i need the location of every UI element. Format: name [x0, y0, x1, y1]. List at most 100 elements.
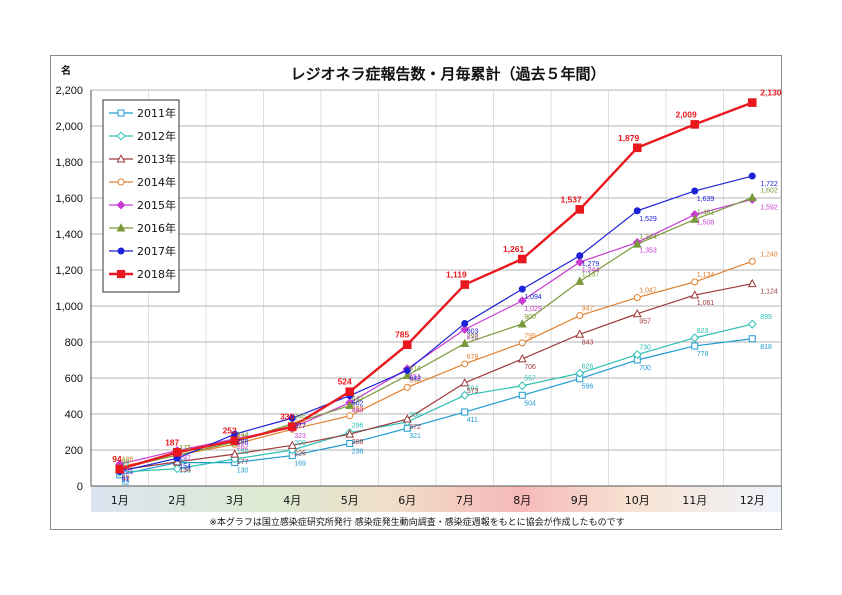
data-point [748, 172, 756, 180]
data-label: 870 [467, 334, 479, 341]
data-label: 1,722 [760, 181, 778, 188]
data-point [403, 366, 411, 374]
data-point [518, 285, 526, 293]
data-point [691, 187, 699, 195]
data-point [748, 257, 756, 265]
data-point [117, 109, 125, 117]
data-point [288, 414, 296, 422]
data-point [632, 308, 642, 318]
data-label: 792 [467, 333, 479, 340]
data-point [116, 131, 126, 141]
data-label: 96 [179, 459, 187, 466]
data-point [747, 278, 757, 288]
data-label: 823 [697, 328, 709, 335]
data-point [346, 412, 354, 420]
data-label: 1,094 [524, 294, 542, 301]
data-point [633, 294, 641, 302]
data-label: 108 [122, 457, 134, 464]
data-label: 226 [294, 450, 306, 457]
data-point [632, 239, 642, 248]
data-point [518, 391, 526, 399]
data-point [691, 278, 699, 286]
data-label: 94 [112, 454, 122, 464]
y-tick-label: 400 [65, 409, 83, 421]
data-point [747, 192, 757, 202]
data-point [632, 350, 642, 360]
data-label: 89 [122, 475, 130, 482]
data-point [115, 464, 125, 474]
series-line [119, 283, 753, 471]
data-label: 172 [179, 445, 191, 452]
data-label: 1,353 [639, 247, 657, 254]
data-point [747, 319, 757, 329]
data-label: 121 [122, 469, 134, 476]
data-label: 1,481 [697, 209, 715, 216]
data-label: 557 [524, 376, 536, 383]
data-label: 262 [237, 444, 249, 451]
data-point [518, 339, 526, 347]
data-label: 134 [179, 467, 191, 474]
legend-entry: 2014年 [109, 175, 176, 189]
legend-entry: 2012年 [109, 129, 176, 143]
data-label: 1,137 [582, 271, 600, 278]
data-point [576, 252, 584, 260]
legend-label: 2018年 [137, 267, 176, 281]
data-label: 614 [409, 365, 421, 372]
legend-entry: 2015年 [109, 198, 176, 212]
data-label: 1,879 [618, 133, 640, 143]
data-point [691, 342, 699, 350]
data-label: 200 [294, 440, 306, 447]
y-tick-label: 2,200 [55, 85, 83, 97]
data-label: 1,134 [697, 272, 715, 279]
data-point [460, 338, 470, 347]
x-tick-label: 7月 [456, 494, 474, 507]
data-label: 98 [122, 458, 130, 465]
data-point [345, 387, 355, 396]
data-label: 390 [352, 406, 364, 413]
data-label: 1,061 [697, 300, 715, 307]
data-label: 377 [294, 423, 306, 430]
data-label: 1,344 [639, 234, 657, 241]
series-line [119, 323, 753, 473]
data-point [287, 422, 297, 431]
data-point [402, 370, 412, 379]
legend-label: 2011年 [137, 106, 176, 120]
data-point [575, 205, 585, 214]
month-band [91, 486, 781, 512]
series-line [119, 197, 753, 469]
data-label: 62 [122, 480, 130, 487]
data-point [117, 178, 125, 186]
legend-entry: 2016年 [109, 221, 176, 235]
data-label: 81 [122, 476, 130, 483]
data-label: 236 [352, 449, 364, 456]
data-label: 1,602 [760, 188, 778, 195]
x-tick-label: 11月 [682, 494, 707, 507]
legend-label: 2016年 [137, 221, 176, 235]
data-label: 778 [697, 351, 709, 358]
data-label: 77 [122, 462, 130, 469]
data-label: 321 [409, 433, 421, 440]
x-tick-label: 4月 [283, 494, 301, 507]
axes: 0 200 400 600 800 1,000 1,200 1,400 1,600 1,800 2,… [55, 85, 781, 507]
data-point [345, 429, 355, 438]
data-label: 232 [237, 434, 249, 441]
data-label: 197 [179, 456, 191, 463]
data-point [116, 223, 126, 232]
data-point [230, 436, 240, 445]
data-label: 346 [294, 414, 306, 421]
data-label: 700 [639, 365, 651, 372]
data-point [690, 214, 700, 223]
legend-label: 2012年 [137, 129, 176, 143]
line-chart: レジオネラ症報告数・月毎累計（過去５年間） 名 0 200 400 600 800 1,0… [55, 64, 781, 528]
data-label: 447 [352, 396, 364, 403]
data-label: 651 [409, 374, 421, 381]
data-label: 785 [395, 330, 409, 340]
data-label: 288 [352, 439, 364, 446]
data-label: 1,119 [446, 270, 467, 280]
data-label: 795 [524, 333, 536, 340]
data-label: 596 [582, 384, 594, 391]
y-tick-label: 200 [65, 445, 83, 457]
data-point [575, 368, 585, 378]
series-line [119, 338, 753, 476]
source-note: ※本グラフは国立感染症研究所発行 感染症発生動向調査・感染症週報をもとに協会が作… [209, 516, 624, 528]
